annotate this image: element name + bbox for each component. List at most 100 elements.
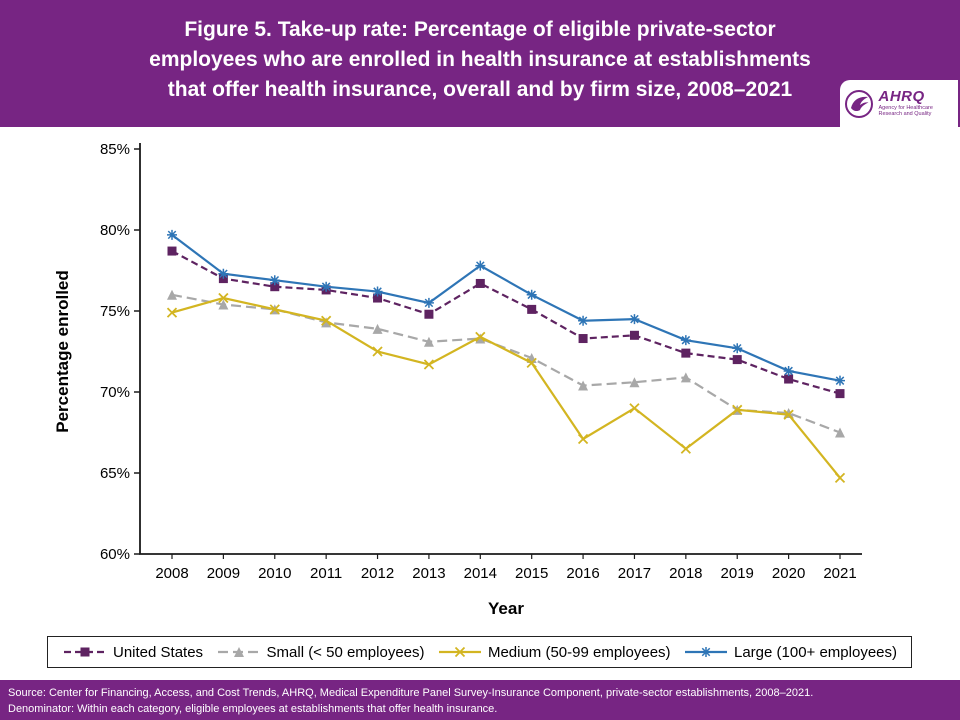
- series-marker-large-100-employees: [578, 315, 589, 326]
- series-marker-medium-50-99-employees: [218, 292, 229, 304]
- series-marker-medium-50-99-employees: [577, 433, 589, 445]
- legend-label-small-50-employees: Small (< 50 employees): [266, 643, 425, 661]
- x-tick-label: 2010: [258, 565, 291, 582]
- title-line-2: employees who are enrolled in health ins…: [149, 47, 811, 71]
- series-marker-united-states: [681, 348, 691, 358]
- series-marker-medium-50-99-employees: [680, 443, 691, 454]
- series-marker-small-50-employees: [835, 427, 845, 438]
- series-marker-medium-50-99-employees: [372, 346, 383, 357]
- legend-label-united-states: United States: [113, 643, 204, 661]
- x-tick-label: 2011: [310, 565, 342, 582]
- legend-swatch-small-50-employees: [217, 647, 260, 657]
- ahrq-logo-name: AHRQ: [878, 88, 925, 106]
- series-marker-small-50-employees: [629, 377, 640, 388]
- y-tick-label: 70%: [100, 384, 130, 401]
- take-up-rate-chart: 60% 65% 70% 75% 80% 85% 2008 2009 2010 2011 2012 20…: [53, 141, 862, 618]
- y-tick-label: 80%: [100, 222, 130, 239]
- series-marker-united-states: [475, 278, 485, 288]
- series-marker-united-states: [373, 293, 383, 303]
- series-marker-large-100-employees: [218, 268, 229, 279]
- x-tick-label: 2020: [772, 565, 805, 582]
- x-tick-label: 2018: [669, 565, 702, 582]
- series-marker-large-100-employees: [321, 281, 332, 292]
- x-tick-label: 2012: [361, 565, 394, 582]
- y-tick-label: 60%: [100, 546, 130, 563]
- series-marker-united-states: [784, 374, 794, 384]
- chart-area: 60% 65% 70% 75% 80% 85% 2008 2009 2010 2011 2012 20…: [40, 127, 920, 632]
- y-axis-title: Percentage enrolled: [53, 270, 72, 433]
- series-marker-large-100-employees: [835, 375, 845, 386]
- series-marker-medium-50-99-employees: [629, 403, 640, 414]
- x-tick-label: 2008: [155, 565, 188, 582]
- series-marker-large-100-employees: [783, 365, 794, 376]
- series-marker-large-100-employees: [680, 335, 691, 346]
- legend-swatch-united-states: [64, 647, 106, 657]
- series-marker-large-100-employees: [629, 314, 640, 325]
- x-tick-label: 2015: [515, 565, 548, 582]
- series-marker-large-100-employees: [475, 260, 486, 271]
- series-line-large-100-employees: [171, 233, 841, 382]
- legend-marker-united-states: [80, 647, 90, 657]
- series-marker-medium-50-99-employees: [166, 307, 178, 318]
- series-marker-medium-50-99-employees: [783, 409, 794, 420]
- series-marker-medium-50-99-employees: [732, 404, 743, 415]
- legend-marker-large-100-employees: [700, 647, 711, 657]
- ahrq-logo-text-block: AHRQ Agency for Healthcare Research and …: [879, 89, 955, 117]
- legend-item-united-states: United States: [62, 644, 203, 661]
- series-marker-small-50-employees: [475, 333, 486, 344]
- series-marker-large-100-employees: [372, 286, 383, 297]
- x-tick-label: 2021: [823, 565, 856, 582]
- series-marker-small-50-employees: [680, 372, 691, 383]
- hhs-eagle-icon: [844, 89, 874, 119]
- legend-label-large-100-employees: Large (100+ employees): [733, 643, 897, 661]
- series-marker-large-100-employees: [732, 343, 743, 354]
- series-marker-united-states: [424, 309, 434, 319]
- series-marker-large-100-employees: [526, 289, 537, 300]
- legend-marker-small-50-employees: [233, 647, 244, 657]
- y-tick-label: 65%: [100, 465, 130, 482]
- x-axis-title: Year: [488, 599, 524, 618]
- ahrq-logo: AHRQ Agency for Healthcare Research and …: [840, 80, 958, 127]
- series-marker-small-50-employees: [578, 380, 589, 391]
- series-marker-united-states: [167, 246, 177, 256]
- title-line-1: Figure 5. Take-up rate: Percentage of el…: [184, 18, 776, 41]
- header: Figure 5. Take-up rate: Percentage of el…: [0, 0, 960, 127]
- series-marker-small-50-employees: [423, 336, 434, 347]
- series-marker-united-states: [629, 330, 639, 340]
- legend-label-medium-50-99-employees: Medium (50-99 employees): [487, 643, 671, 661]
- ahrq-logo-tagline: Agency for Healthcare Research and Quali…: [878, 105, 933, 117]
- series-marker-united-states: [835, 389, 845, 399]
- series-marker-small-50-employees: [321, 317, 332, 328]
- legend-marker-medium-50-99-employees: [454, 646, 466, 658]
- series-line-medium-50-99-employees: [171, 296, 841, 479]
- series-marker-large-100-employees: [423, 297, 434, 308]
- x-tick-label: 2019: [721, 565, 754, 582]
- title-line-3: that offer health insurance, overall and…: [167, 77, 793, 101]
- x-tick-label: 2014: [464, 565, 497, 582]
- series-marker-small-50-employees: [218, 299, 229, 310]
- series-marker-united-states: [578, 334, 588, 344]
- series-marker-medium-50-99-employees: [834, 472, 846, 483]
- series-line-united-states: [171, 250, 841, 395]
- x-tick-label: 2009: [207, 565, 240, 582]
- series-marker-small-50-employees: [783, 408, 794, 419]
- legend-item-small-50-employees: Small (< 50 employees): [216, 644, 425, 661]
- chart-legend: United States Small (< 50 employees) Mediu…: [47, 636, 912, 668]
- source-line: Source: Center for Financing, Access, an…: [8, 687, 814, 699]
- legend-swatch-large-100-employees: [684, 647, 727, 657]
- y-tick-label: 85%: [100, 141, 130, 158]
- legend-item-large-100-employees: Large (100+ employees): [683, 644, 897, 661]
- legend-swatch-medium-50-99-employees: [438, 646, 481, 658]
- series-marker-medium-50-99-employees: [321, 315, 332, 326]
- series-marker-united-states: [270, 282, 280, 292]
- x-tick-label: 2016: [566, 565, 599, 582]
- y-tick-label: 75%: [100, 303, 130, 320]
- series-marker-united-states: [527, 304, 537, 314]
- x-tick-label: 2017: [618, 565, 651, 582]
- denominator-line: Denominator: Within each category, eligi…: [8, 702, 498, 715]
- series-marker-united-states: [732, 355, 742, 365]
- series-marker-small-50-employees: [167, 289, 177, 300]
- page-title: Figure 5. Take-up rate: Percentage of el…: [0, 0, 960, 104]
- series-marker-large-100-employees: [269, 275, 280, 286]
- series-marker-medium-50-99-employees: [475, 331, 486, 343]
